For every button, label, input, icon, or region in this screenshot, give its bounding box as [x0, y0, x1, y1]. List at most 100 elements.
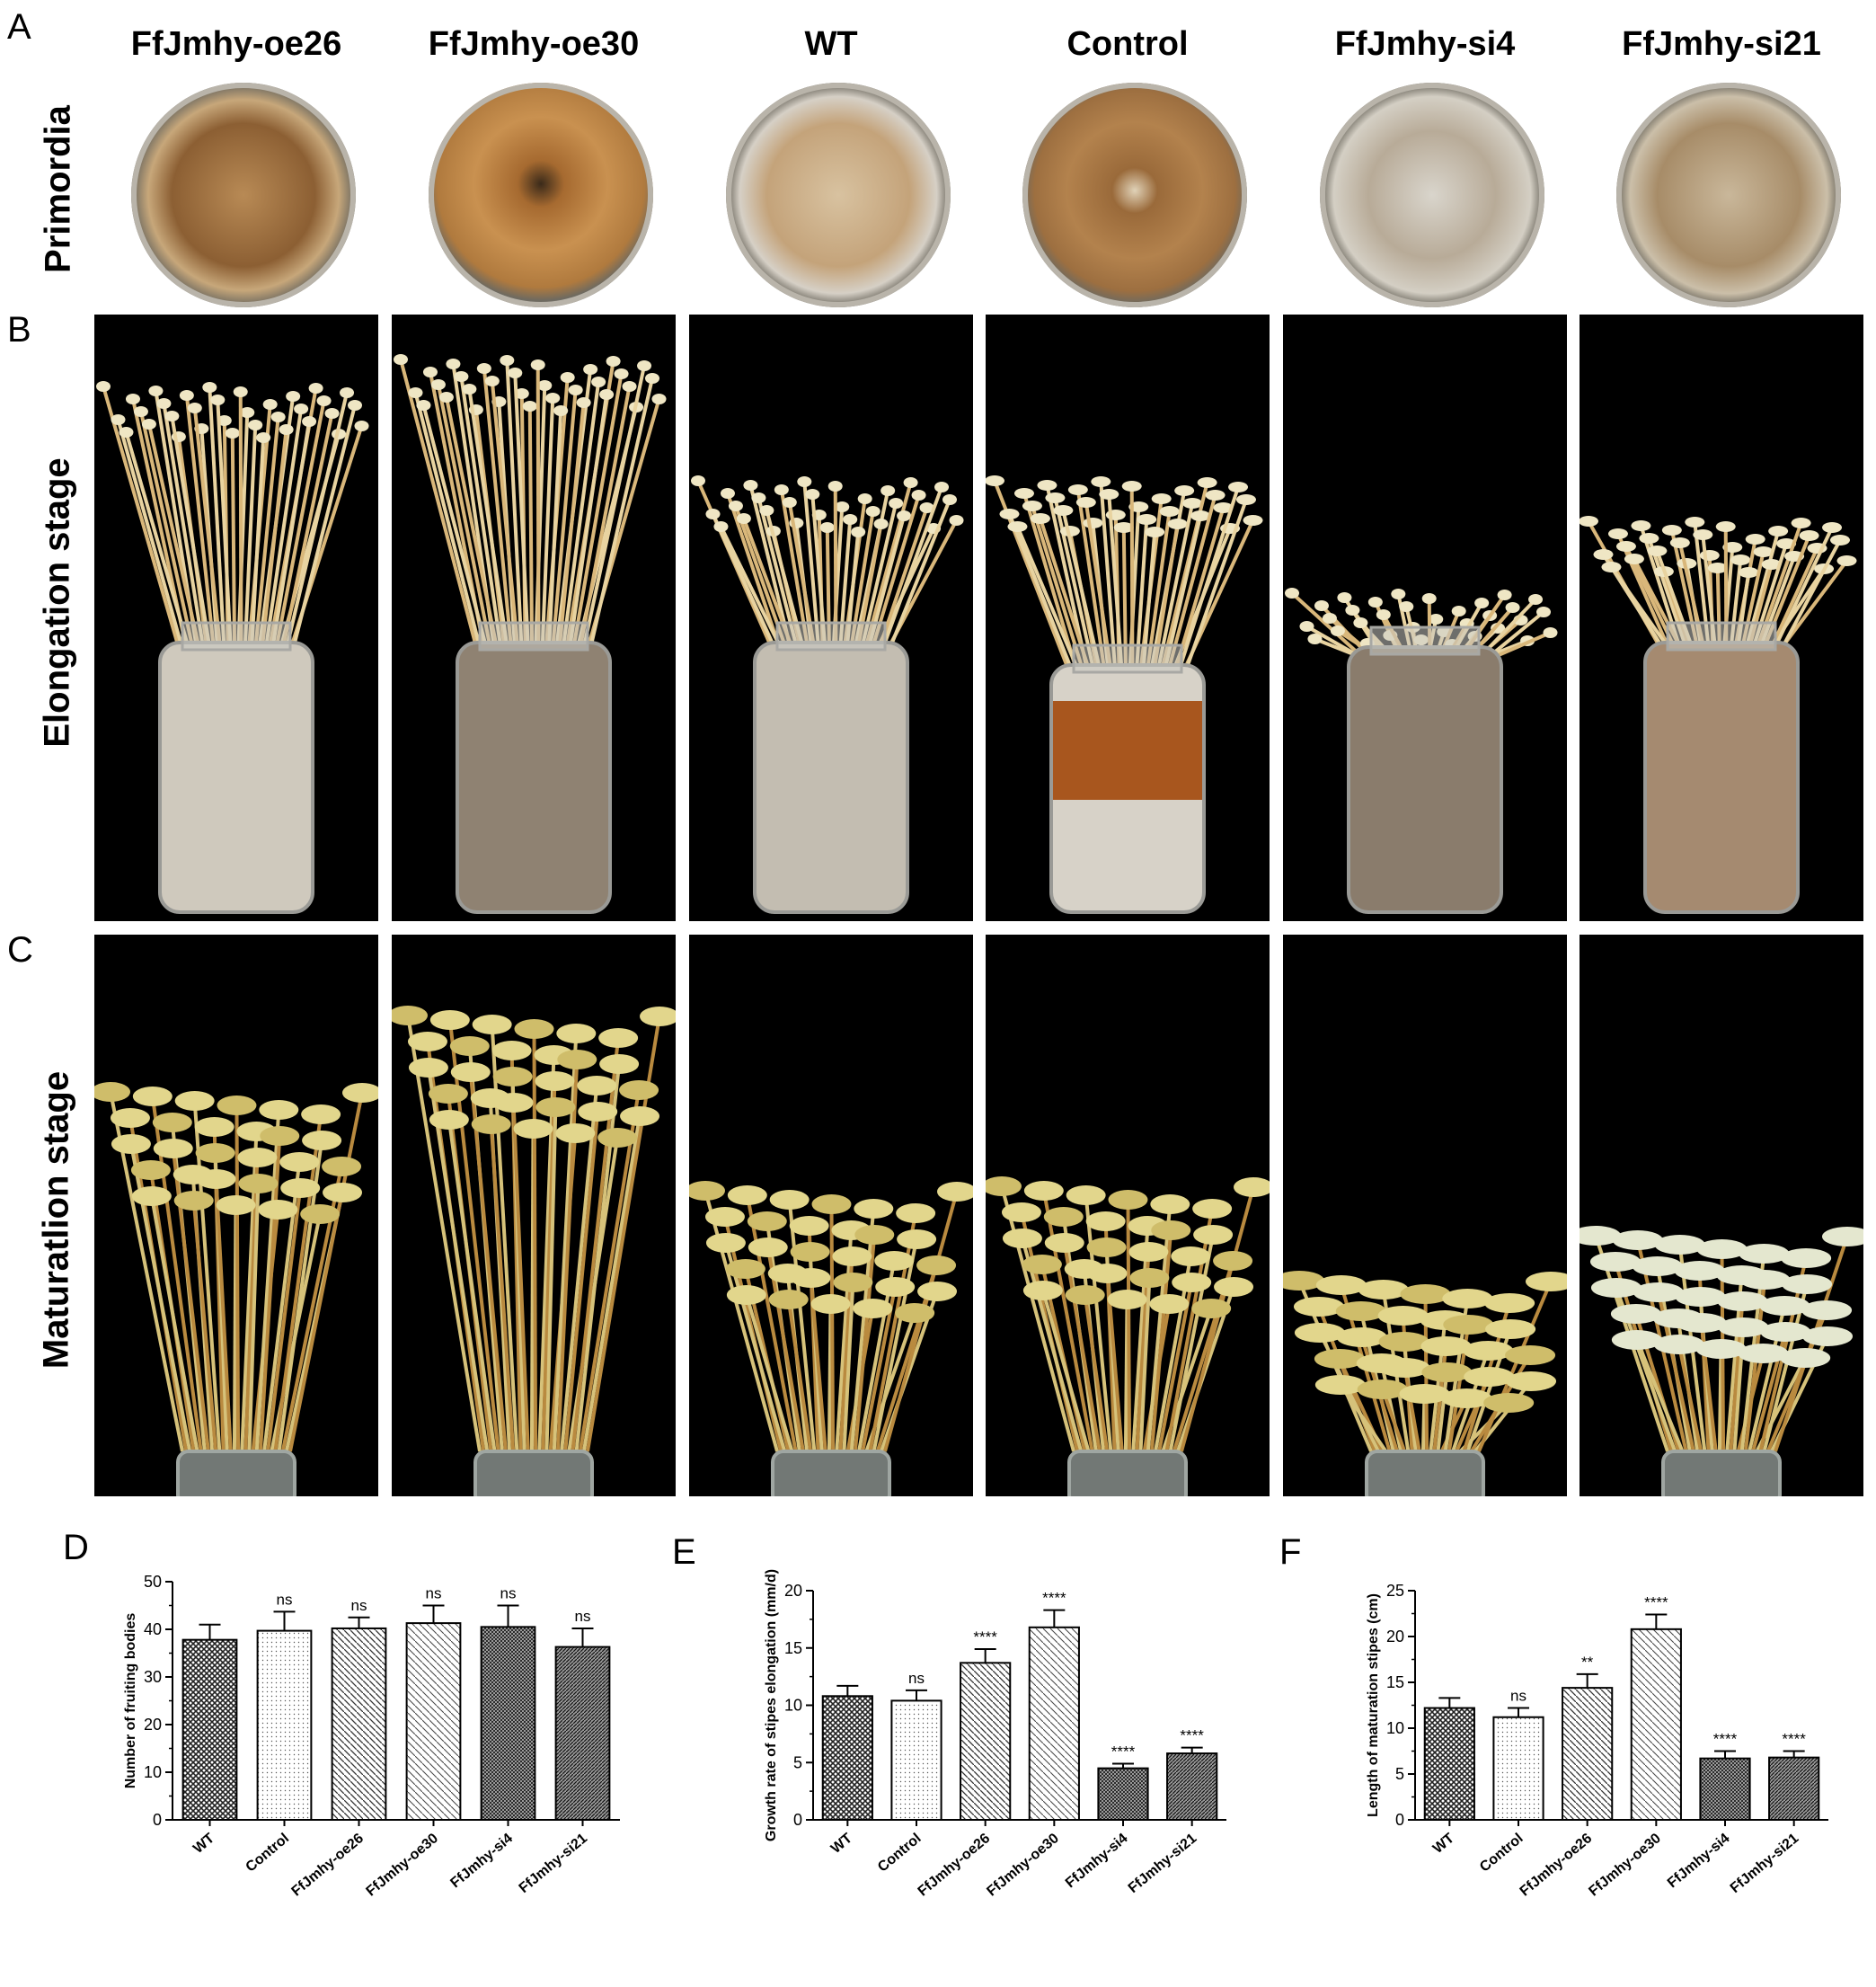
- bar: [1630, 1628, 1682, 1821]
- x-tick-label: Control: [243, 1831, 292, 1876]
- x-tick-label: FfJmhy-oe26: [1518, 1831, 1596, 1900]
- bar: [1699, 1757, 1751, 1821]
- panel-letter-d: D: [63, 1528, 89, 1567]
- significance-label: ns: [500, 1585, 517, 1602]
- x-tick-label: FfJmhy-oe30: [984, 1831, 1062, 1900]
- x-tick-label: FfJmhy-si4: [1063, 1831, 1131, 1891]
- x-tick-label: FfJmhy-si21: [1728, 1831, 1802, 1896]
- bar: [480, 1626, 536, 1821]
- bar: [554, 1645, 611, 1821]
- significance-label: ns: [351, 1597, 367, 1614]
- column-title: FfJmhy-oe30: [428, 25, 640, 63]
- column-title: FfJmhy-oe26: [130, 25, 342, 63]
- x-tick-label: FfJmhy-si21: [1126, 1831, 1200, 1896]
- primordia-jar-photo: [131, 83, 356, 307]
- x-tick-label: FfJmhy-si4: [447, 1831, 516, 1891]
- bar: [1768, 1756, 1820, 1821]
- primordia-jar-photo: [1616, 83, 1841, 307]
- y-tick-label: 30: [144, 1668, 162, 1686]
- x-tick-label: Control: [875, 1831, 924, 1876]
- maturation-photo: [689, 935, 973, 1496]
- panel-letter-e: E: [672, 1532, 696, 1572]
- y-tick-label: 15: [784, 1639, 802, 1657]
- y-tick-label: 50: [144, 1573, 162, 1591]
- x-tick-label: FfJmhy-oe26: [289, 1831, 367, 1900]
- primordia-jar-photo: [1022, 83, 1247, 307]
- bar: [405, 1622, 462, 1821]
- maturation-photo: [1580, 935, 1863, 1496]
- elongation-photo: [1283, 315, 1567, 921]
- x-tick-label: WT: [1430, 1831, 1457, 1857]
- x-tick-label: FfJmhy-oe30: [364, 1831, 442, 1900]
- x-tick-label: FfJmhy-si21: [517, 1831, 591, 1896]
- y-tick-label: 25: [1386, 1582, 1404, 1600]
- y-axis-label: Number of fruiting bodies: [123, 1613, 138, 1789]
- bar: [1423, 1707, 1475, 1821]
- y-tick-label: 0: [153, 1811, 162, 1829]
- bar: [331, 1627, 387, 1821]
- column-title: FfJmhy-si4: [1334, 25, 1516, 63]
- maturation-photo: [94, 935, 378, 1496]
- y-tick-label: 20: [1386, 1628, 1404, 1645]
- x-tick-label: Control: [1477, 1831, 1526, 1876]
- row-label-maturation: Maturatlion stage: [36, 1070, 76, 1370]
- significance-label: ns: [908, 1670, 925, 1687]
- significance-label: ns: [277, 1591, 293, 1608]
- primordia-jar-photo: [429, 83, 653, 307]
- y-axis-label: Length of maturation stipes (cm): [1366, 1593, 1381, 1817]
- significance-label: ****: [1111, 1743, 1136, 1761]
- panel-letter-b: B: [7, 310, 31, 350]
- x-tick-label: WT: [190, 1831, 217, 1857]
- x-tick-label: FfJmhy-si4: [1665, 1831, 1733, 1891]
- significance-label: ns: [426, 1585, 442, 1602]
- y-tick-label: 10: [1386, 1719, 1404, 1737]
- x-tick-label: WT: [828, 1831, 855, 1857]
- significance-label: ns: [1510, 1688, 1526, 1705]
- chart-fruiting-bodies: 0 10 20 30 40 50 Number of fruiting bodies WT ns…: [123, 1573, 620, 1900]
- bar: [960, 1662, 1012, 1821]
- maturation-photo: [1283, 935, 1567, 1496]
- panel-letter-a: A: [7, 7, 31, 47]
- primordia-jar-photo: [1320, 83, 1544, 307]
- column-title: FfJmhy-si21: [1622, 25, 1821, 63]
- bar: [181, 1638, 238, 1821]
- y-axis-label: Growth rate of stipes elongation (mm/d): [764, 1569, 779, 1841]
- y-tick-label: 15: [1386, 1673, 1404, 1691]
- row-label-primordia: Primordia: [38, 105, 78, 273]
- column-title: WT: [804, 25, 858, 63]
- y-tick-label: 20: [784, 1582, 802, 1600]
- significance-label: **: [1581, 1654, 1594, 1671]
- significance-label: ****: [1042, 1590, 1066, 1607]
- bar: [1562, 1687, 1614, 1821]
- bar: [1492, 1716, 1544, 1821]
- elongation-photo: [689, 315, 973, 921]
- chart-maturation-stipe-length: 0 5 10 15 20 25 Length of maturation stipes (c…: [1366, 1582, 1828, 1900]
- bar: [1097, 1767, 1149, 1821]
- y-tick-label: 0: [793, 1811, 802, 1829]
- significance-label: ns: [575, 1608, 591, 1625]
- y-tick-label: 40: [144, 1620, 162, 1638]
- x-tick-label: FfJmhy-oe26: [916, 1831, 994, 1900]
- maturation-photo: [392, 935, 676, 1496]
- y-tick-label: 5: [793, 1753, 802, 1771]
- elongation-photo: [1580, 315, 1863, 921]
- y-tick-label: 5: [1395, 1765, 1404, 1783]
- elongation-photo: [392, 315, 676, 921]
- elongation-photo: [986, 315, 1270, 921]
- bar: [1166, 1752, 1218, 1821]
- bar: [256, 1629, 313, 1821]
- significance-label: ****: [1713, 1731, 1738, 1748]
- y-tick-label: 10: [144, 1763, 162, 1781]
- row-label-elongation: Elongation stage: [37, 457, 77, 748]
- maturation-photo: [986, 935, 1270, 1496]
- panel-letter-f: F: [1279, 1532, 1302, 1572]
- significance-label: ****: [973, 1628, 997, 1645]
- y-tick-label: 0: [1395, 1811, 1404, 1829]
- column-title: Control: [1066, 25, 1189, 63]
- bar: [890, 1699, 942, 1821]
- significance-label: ****: [1644, 1594, 1668, 1611]
- significance-label: ****: [1180, 1727, 1204, 1744]
- x-tick-label: FfJmhy-oe30: [1586, 1831, 1664, 1900]
- elongation-photo: [94, 315, 378, 921]
- primordia-jar-photo: [726, 83, 951, 307]
